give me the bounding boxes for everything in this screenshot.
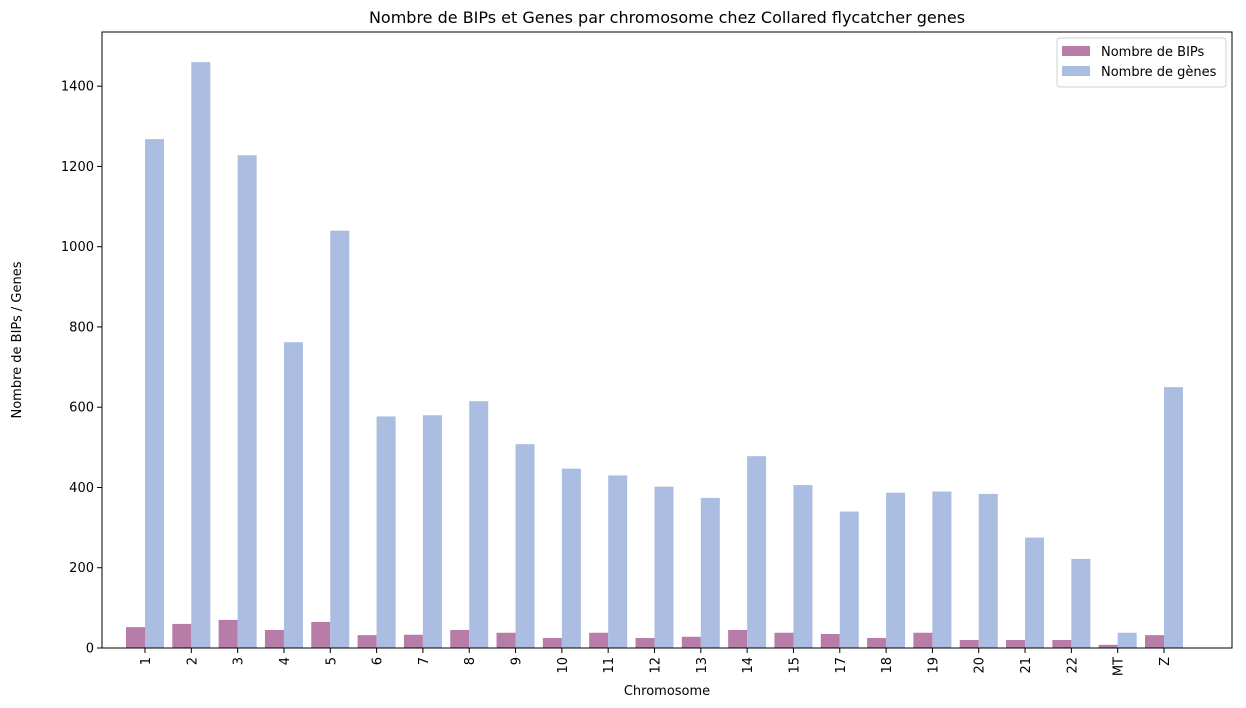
- x-tick-label: 1: [139, 657, 154, 665]
- bar-bips: [728, 629, 748, 648]
- bar-bips: [450, 629, 470, 648]
- y-axis: 0 200 400 600 800 1000 1200 1400: [61, 80, 102, 657]
- plot-area: [126, 62, 1183, 649]
- bar-bips: [126, 627, 145, 648]
- bar-bips: [542, 637, 562, 648]
- bar-bips: [403, 634, 423, 648]
- bar-genes: [654, 486, 674, 648]
- y-tick-label: 600: [69, 401, 94, 416]
- bar-genes: [932, 491, 952, 648]
- bar-genes: [515, 444, 535, 648]
- x-tick-label: 13: [695, 657, 710, 674]
- y-tick-label: 1400: [61, 80, 94, 95]
- bar-bips: [496, 632, 516, 648]
- bar-genes: [1164, 387, 1183, 648]
- x-tick-label: 10: [556, 657, 571, 674]
- plot-frame: [101, 31, 1233, 649]
- bar-genes: [283, 342, 303, 648]
- x-tick-label: 11: [602, 657, 617, 674]
- bar-genes: [1071, 558, 1091, 648]
- x-axis: 1 2 3 4 5 6 7 8 9 10 11 12 13 14 15 17 18 19 20 21 22 MT Z: [139, 648, 1173, 676]
- bar-bips: [357, 635, 377, 648]
- bar-genes: [237, 155, 257, 648]
- bar-genes: [793, 485, 813, 648]
- legend-label: Nombre de BIPs: [1101, 45, 1205, 60]
- bar-bips: [589, 632, 609, 648]
- y-tick-label: 200: [69, 561, 94, 576]
- bar-genes: [608, 475, 628, 648]
- y-tick-label: 800: [69, 320, 94, 335]
- bar-genes: [330, 230, 350, 648]
- bar-genes: [700, 497, 720, 648]
- bar-bips: [311, 621, 331, 648]
- x-tick-label: Z: [1158, 657, 1173, 666]
- bar-genes: [469, 401, 489, 648]
- x-tick-label: 9: [510, 657, 525, 665]
- bar-bips: [820, 633, 840, 648]
- y-tick-label: 0: [86, 642, 94, 657]
- bar-genes: [561, 468, 581, 648]
- bar-genes: [191, 62, 211, 649]
- y-axis-label: Nombre de BIPs / Genes: [10, 261, 25, 418]
- x-tick-label: 8: [463, 657, 478, 665]
- legend-swatch: [1062, 46, 1090, 56]
- x-tick-label: 20: [973, 657, 988, 674]
- bar-bips: [172, 623, 192, 648]
- x-tick-label: 17: [834, 657, 849, 674]
- y-tick-label: 1200: [61, 160, 94, 175]
- bar-bips: [218, 619, 238, 648]
- bar-bips: [1098, 644, 1118, 648]
- x-tick-label: 5: [324, 657, 339, 665]
- x-tick-label: 21: [1019, 657, 1034, 674]
- x-tick-label: 12: [649, 657, 664, 674]
- legend: Nombre de BIPs Nombre de gènes: [1056, 37, 1227, 88]
- x-tick-label: 18: [880, 657, 895, 674]
- bar-bips: [959, 639, 979, 648]
- x-tick-label: 4: [278, 657, 293, 665]
- y-tick-label: 400: [69, 481, 94, 496]
- x-tick-label: 19: [926, 657, 941, 674]
- bar-genes: [978, 493, 998, 648]
- legend-swatch: [1062, 66, 1090, 76]
- y-tick-label: 1000: [61, 240, 94, 255]
- bar-genes: [747, 456, 767, 648]
- bar-bips: [264, 629, 284, 648]
- chart-title: Nombre de BIPs et Genes par chromosome c…: [369, 8, 965, 27]
- bar-bips: [681, 636, 701, 648]
- x-tick-label: 7: [417, 657, 432, 665]
- bar-bips: [1052, 639, 1072, 648]
- bar-bips: [913, 632, 933, 648]
- bar-bips: [1006, 639, 1026, 648]
- x-tick-label: 6: [371, 657, 386, 665]
- x-tick-label: MT: [1112, 657, 1127, 676]
- bar-genes: [886, 492, 906, 648]
- x-axis-label: Chromosome: [624, 684, 710, 699]
- x-tick-label: 22: [1065, 657, 1080, 674]
- x-tick-label: 2: [185, 657, 200, 665]
- bar-bips: [774, 632, 794, 648]
- x-tick-label: 3: [232, 657, 247, 665]
- bar-genes: [1117, 632, 1137, 648]
- bar-bips: [635, 637, 655, 648]
- bar-genes: [839, 511, 859, 648]
- bar-bips: [867, 637, 887, 648]
- x-tick-label: 15: [787, 657, 802, 674]
- bar-bips: [1145, 635, 1164, 648]
- legend-label: Nombre de gènes: [1101, 65, 1217, 80]
- legend-box: [1056, 37, 1227, 88]
- bar-genes: [145, 139, 164, 648]
- bar-genes: [422, 415, 442, 648]
- bar-genes: [1025, 537, 1045, 648]
- x-tick-label: 14: [741, 657, 756, 674]
- bar-genes: [376, 416, 396, 648]
